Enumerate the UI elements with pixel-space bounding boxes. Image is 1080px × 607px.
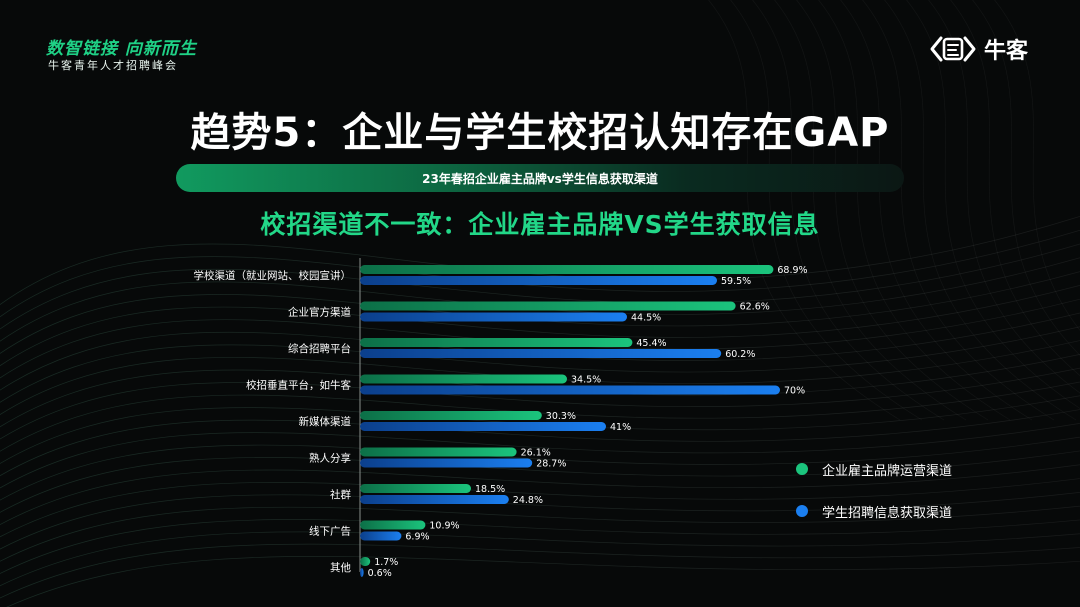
swirl-line: [795, 0, 989, 421]
legend-item-student: 学生招聘信息获取渠道: [796, 500, 952, 522]
data-label-student: 59.5%: [721, 276, 751, 287]
swirl-line: [773, 0, 967, 421]
category-label: 社群: [330, 488, 351, 501]
bar-student: [360, 349, 722, 358]
data-label-enterprise: 34.5%: [571, 375, 601, 386]
logo-text: 牛客: [984, 39, 1029, 64]
data-label-student: 41%: [610, 422, 631, 433]
chart-legend: 企业雇主品牌运营渠道 学生招聘信息获取渠道: [796, 458, 952, 542]
slide-title: 趋势5：企业与学生校招认知存在GAP: [190, 110, 890, 156]
bar-enterprise: [360, 338, 633, 347]
data-label-enterprise: 1.7%: [374, 557, 398, 568]
bar-enterprise: [360, 374, 567, 384]
data-label-enterprise: 10.9%: [429, 521, 459, 532]
nowcoder-logo: 牛客: [930, 34, 1028, 64]
logo-icon: [930, 36, 976, 62]
brand-event-name: 牛客青年人才招聘峰会: [48, 59, 178, 72]
swirl-line: [0, 340, 1080, 415]
swirl-line: [0, 215, 1080, 305]
data-label-student: 24.8%: [513, 495, 543, 506]
chart-subtitle: 校招渠道不一致：企业雇主品牌VS学生获取信息: [260, 210, 820, 239]
swirl-line: [0, 505, 1080, 562]
swirl-line: [707, 0, 901, 421]
data-label-enterprise: 30.3%: [546, 411, 576, 422]
swirl-line: [6, 556, 1080, 607]
swirl-line: [0, 422, 1080, 489]
legend-label-student: 学生招聘信息获取渠道: [822, 505, 953, 521]
bar-enterprise: [360, 411, 542, 420]
category-label: 熟人分享: [309, 452, 351, 465]
data-label-enterprise: 68.9%: [777, 265, 807, 276]
data-label-student: 6.9%: [405, 532, 429, 543]
legend-dot-enterprise: [796, 463, 808, 475]
swirl-line: [861, 0, 1055, 421]
bar-student: [360, 385, 780, 395]
category-label: 其他: [330, 561, 351, 574]
data-label-student: 28.7%: [536, 459, 566, 470]
swirl-line: [0, 531, 1080, 587]
bar-enterprise: [360, 520, 426, 530]
category-label: 线下广告: [309, 525, 351, 538]
data-label-enterprise: 26.1%: [521, 448, 551, 459]
bar-enterprise: [360, 557, 371, 566]
bar-student: [360, 531, 402, 541]
bar-enterprise: [360, 484, 471, 493]
category-label: 新媒体渠道: [299, 415, 352, 428]
data-label-student: 0.6%: [368, 568, 392, 579]
legend-dot-student: [796, 505, 808, 517]
swirl-line: [729, 0, 923, 421]
bar-enterprise: [360, 447, 517, 457]
swirl-line: [751, 0, 945, 421]
swirl-line: [0, 543, 1080, 599]
bar-student: [360, 312, 627, 322]
brand-slogan: 数智链接 向新而生: [46, 39, 197, 59]
category-label: 综合招聘平台: [288, 342, 351, 355]
bar-enterprise: [360, 265, 774, 274]
legend-item-enterprise: 企业雇主品牌运营渠道: [796, 458, 952, 480]
swirl-line: [817, 0, 1011, 421]
bar-student: [360, 422, 606, 431]
data-label-enterprise: 45.4%: [636, 338, 666, 349]
legend-label-enterprise: 企业雇主品牌运营渠道: [822, 463, 953, 479]
swirl-line: [0, 243, 1080, 330]
swirl-line: [0, 381, 1080, 452]
bar-student: [360, 276, 717, 285]
category-label: 校招垂直平台，如牛客: [246, 379, 351, 392]
swirl-line: [0, 257, 1080, 342]
data-label-student: 70%: [784, 386, 805, 397]
bar-student: [360, 458, 533, 468]
swirl-line: [993, 0, 1080, 331]
category-label: 学校渠道（就业网站、校园宣讲）: [194, 269, 352, 282]
category-label: 企业官方渠道: [288, 306, 351, 319]
data-label-enterprise: 62.6%: [740, 302, 770, 313]
swirl-line: [0, 464, 1080, 526]
swirl-line: [927, 0, 1080, 394]
swirl-line: [949, 0, 1080, 376]
swirl-line: [0, 298, 1080, 379]
swirl-line: [839, 0, 1033, 421]
bar-student: [360, 568, 364, 577]
swirl-line: [883, 0, 1077, 421]
data-label-student: 44.5%: [631, 313, 661, 324]
section-banner: 23年春招企业雇主品牌vs学生信息获取渠道: [176, 164, 904, 192]
bar-student: [360, 495, 509, 504]
bar-enterprise: [360, 301, 736, 311]
swirl-line: [971, 0, 1080, 356]
data-label-enterprise: 18.5%: [475, 484, 505, 495]
data-label-student: 60.2%: [725, 349, 755, 360]
